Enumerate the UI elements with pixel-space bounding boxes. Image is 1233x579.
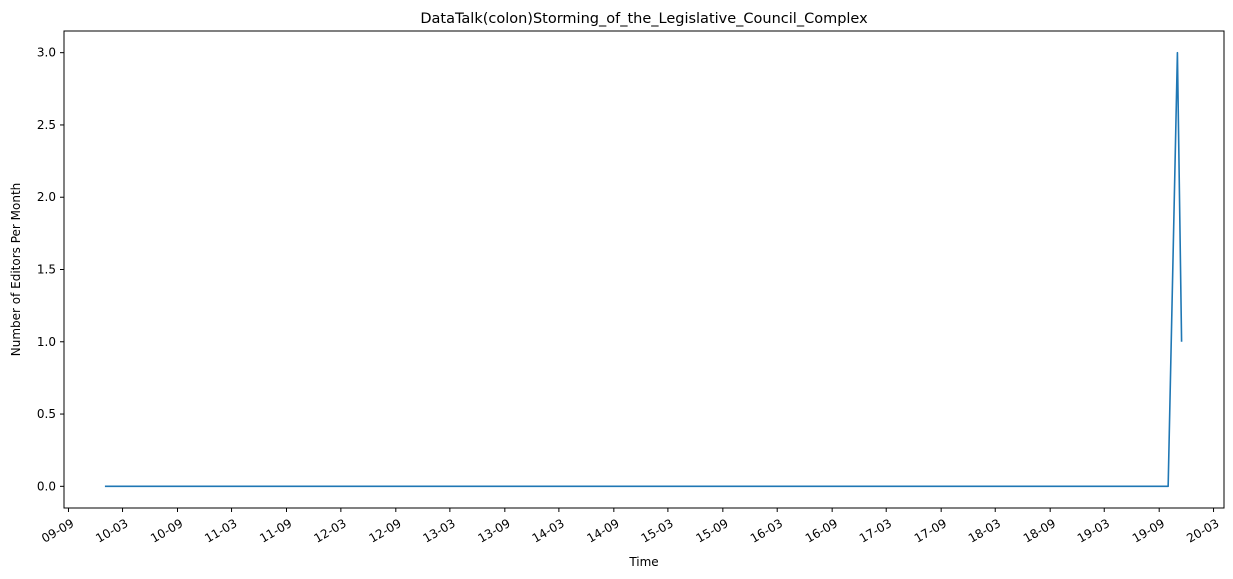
- y-tick-label: 0.5: [37, 407, 56, 421]
- x-tick-label: 15-03: [639, 516, 676, 546]
- y-tick-label: 3.0: [37, 46, 56, 60]
- y-tick-label: 0.0: [37, 479, 56, 493]
- x-tick-label: 20-03: [1184, 516, 1221, 546]
- x-tick-label: 18-03: [966, 516, 1003, 546]
- x-tick-label: 11-03: [202, 516, 239, 546]
- x-tick-label: 14-03: [530, 516, 567, 546]
- y-tick-label: 2.0: [37, 190, 56, 204]
- x-axis-title: Time: [628, 555, 658, 569]
- axes-frame: [63, 30, 1225, 509]
- x-tick-label: 13-03: [421, 516, 458, 546]
- y-axis-title: Number of Editors Per Month: [9, 183, 23, 357]
- y-tick-label: 2.5: [37, 118, 56, 132]
- x-tick-label: 10-09: [148, 516, 185, 546]
- x-tick-label: 09-09: [39, 516, 76, 546]
- x-tick-label: 19-03: [1075, 516, 1112, 546]
- x-tick-label: 15-09: [694, 516, 731, 546]
- x-tick-label: 11-09: [257, 516, 294, 546]
- y-axis: 0.0 0.5 1.0 1.5 2.0 2.5 3.0: [37, 46, 64, 493]
- x-tick-label: 17-03: [857, 516, 894, 546]
- x-tick-label: 10-03: [93, 516, 130, 546]
- x-tick-label: 18-09: [1021, 516, 1058, 546]
- y-tick-label: 1.5: [37, 263, 56, 277]
- x-tick-label: 12-03: [312, 516, 349, 546]
- chart-title: DataTalk(colon)Storming_of_the_Legislati…: [420, 11, 868, 27]
- x-axis: 09-09 10-03 10-09 11-03 11-09 12-03 12-09 13-03…: [39, 508, 1221, 546]
- y-tick-label: 1.0: [37, 335, 56, 349]
- x-tick-label: 19-09: [1130, 516, 1167, 546]
- x-tick-label: 16-09: [803, 516, 840, 546]
- x-tick-label: 17-09: [912, 516, 949, 546]
- series-line-0: [104, 51, 1183, 488]
- plot-area: [104, 51, 1183, 488]
- x-tick-label: 13-09: [476, 516, 513, 546]
- x-tick-label: 16-03: [748, 516, 785, 546]
- x-tick-label: 12-09: [367, 516, 404, 546]
- x-tick-label: 14-09: [585, 516, 622, 546]
